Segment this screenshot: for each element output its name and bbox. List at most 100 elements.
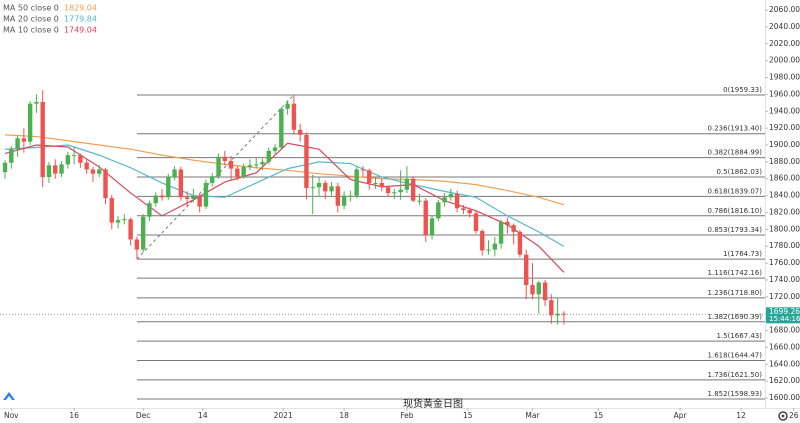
candle-body [228, 161, 234, 169]
candle-body [379, 182, 384, 188]
candle-body [542, 282, 548, 301]
y-tick-label: 1620.00 [769, 376, 800, 385]
candle-body [115, 220, 121, 223]
fib-label: 0.382(1884.99) [708, 149, 763, 157]
candle-body [448, 193, 454, 198]
candle-body [348, 195, 353, 197]
x-tick-label: 15 [463, 411, 473, 420]
fib-label: 1.736(1621.50) [708, 371, 763, 379]
candle-body [367, 170, 372, 183]
x-tick-label: Dec [136, 411, 151, 420]
fib-trend-line [136, 94, 295, 260]
candle-body [373, 182, 378, 184]
y-tick-label: 1660.00 [769, 342, 800, 351]
candle-body [34, 101, 39, 104]
candle-body [486, 249, 491, 251]
y-tick-label: 1920.00 [769, 123, 800, 132]
last-price-label: 1699.26 [769, 307, 800, 316]
candle-body [71, 155, 77, 157]
candle-body [524, 254, 529, 286]
candle-body [197, 196, 202, 207]
last-price-time: 15:44:16 [769, 315, 800, 323]
fib-label: 0(1959.33) [723, 86, 762, 94]
candle-body [549, 300, 554, 316]
candle-body [310, 187, 315, 189]
candle-body [147, 203, 152, 217]
candle-body [297, 129, 303, 135]
settings-icon[interactable] [778, 411, 788, 421]
candle-body [511, 225, 516, 232]
candle-body [417, 200, 422, 202]
gear-hub [781, 414, 785, 418]
candle-body [65, 155, 71, 165]
candle-body [203, 182, 209, 207]
candle-body [184, 197, 190, 199]
candle-body [385, 187, 391, 194]
candle-body [354, 169, 359, 196]
y-tick-label: 1880.00 [769, 157, 800, 166]
moving-average-line [4, 134, 565, 206]
candle-body [291, 103, 297, 130]
candle-body [103, 169, 108, 199]
legend-label: MA 50 close 0 [3, 4, 59, 13]
candle-body [216, 156, 221, 177]
candle-body [260, 161, 265, 165]
moving-average-line [4, 144, 565, 247]
candle-body [128, 219, 133, 240]
candle-body [480, 231, 485, 251]
x-tick-label: 16 [69, 411, 79, 420]
candle-body [398, 189, 403, 193]
x-tick-label: 2021 [274, 411, 293, 420]
candle-body [222, 156, 228, 162]
x-tick-label: 26 [789, 411, 799, 420]
candle-body [53, 165, 58, 174]
legend-value: 1829.04 [64, 4, 97, 13]
candle-body [166, 177, 171, 198]
candle-body [442, 197, 447, 203]
candle-body [247, 165, 253, 167]
fib-label: 1.236(1718.80) [708, 289, 763, 297]
fib-label: 1.116(1742.16) [708, 269, 763, 277]
candle-body [266, 150, 271, 162]
candle-body [392, 192, 397, 194]
fib-label: 0.5(1862.03) [716, 168, 762, 176]
x-tick-label: Apr [674, 411, 688, 420]
candle-body [134, 239, 140, 250]
x-tick-label: Feb [400, 411, 414, 420]
x-tick-label: 15 [594, 411, 604, 420]
candle-body [498, 221, 504, 244]
candle-body [84, 162, 89, 170]
candle-body [172, 169, 177, 178]
fib-label: 0.618(1839.07) [708, 187, 763, 195]
candle-body [46, 165, 52, 178]
y-tick-label: 1720.00 [769, 292, 800, 301]
candle-body [272, 147, 278, 151]
plot-area [0, 90, 765, 400]
y-tick-label: 2040.00 [769, 22, 800, 31]
fib-label: 1.618(1644.47) [708, 352, 763, 360]
candle-body [97, 169, 102, 174]
last-price-tag [766, 307, 800, 324]
candle-body [40, 101, 45, 178]
fib-label: 0.786(1816.10) [708, 207, 763, 215]
y-tick-label: 1860.00 [769, 174, 800, 183]
x-tick-label: 18 [339, 411, 349, 420]
candle-body [335, 186, 341, 206]
candle-body [241, 166, 246, 178]
candle-body [254, 164, 259, 166]
candle-body [341, 195, 347, 206]
y-tick-label: 2060.00 [769, 5, 800, 14]
x-tick-label: 14 [198, 411, 208, 420]
candle-body [15, 138, 20, 150]
candle-body [235, 168, 240, 178]
candle-body [410, 178, 416, 201]
candle-body [285, 103, 290, 109]
legend-value: 1779.84 [64, 15, 97, 24]
candle-body [530, 285, 535, 295]
y-tick-label: 1740.00 [769, 275, 800, 284]
candle-body [436, 202, 441, 219]
candle-body [492, 243, 498, 250]
legend-label: MA 20 close 0 [3, 15, 59, 24]
candle-body [9, 149, 14, 163]
